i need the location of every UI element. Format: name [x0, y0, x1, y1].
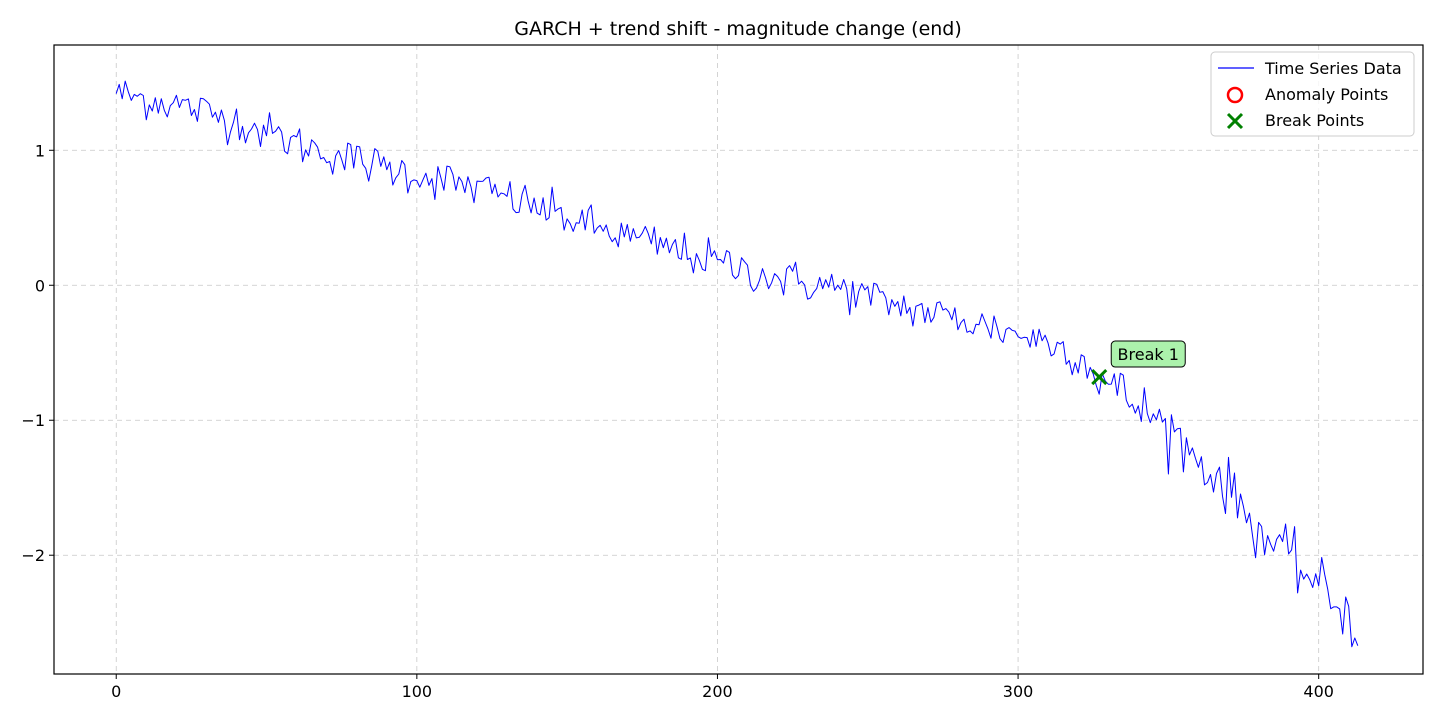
legend-label-series: Time Series Data [1264, 59, 1402, 78]
x-tick-label: 300 [1003, 682, 1034, 701]
series-line [115, 80, 1359, 648]
legend-label-anomaly: Anomaly Points [1265, 85, 1388, 104]
x-tick-label: 0 [111, 682, 121, 701]
tick-layer: 0 100 200 300 400 1 0 −1 −2 [21, 141, 1334, 701]
legend-anomaly-marker [1226, 86, 1244, 104]
x-tick-label: 400 [1303, 682, 1334, 701]
break-point-marker [1091, 368, 1108, 386]
y-tick-label: −1 [21, 411, 45, 430]
series-layer [115, 80, 1359, 648]
legend-break-marker [1226, 112, 1244, 130]
grid-layer [54, 45, 1423, 674]
legend-label-break: Break Points [1265, 111, 1364, 130]
break-label: Break 1 [1118, 345, 1179, 364]
legend: Time Series Data Anomaly Points Break Po… [1210, 51, 1415, 137]
y-tick-label: −2 [21, 546, 45, 565]
break-label-box [1110, 340, 1186, 368]
y-tick-label: 0 [35, 276, 45, 295]
chart-title: GARCH + trend shift - magnitude change (… [514, 18, 962, 40]
marker-layer: Break 1 [1091, 340, 1186, 386]
x-tick-label: 200 [702, 682, 733, 701]
x-tick-label: 100 [402, 682, 433, 701]
y-tick-label: 1 [35, 141, 45, 160]
plot-frame [53, 44, 1424, 675]
legend-box [1210, 51, 1415, 137]
